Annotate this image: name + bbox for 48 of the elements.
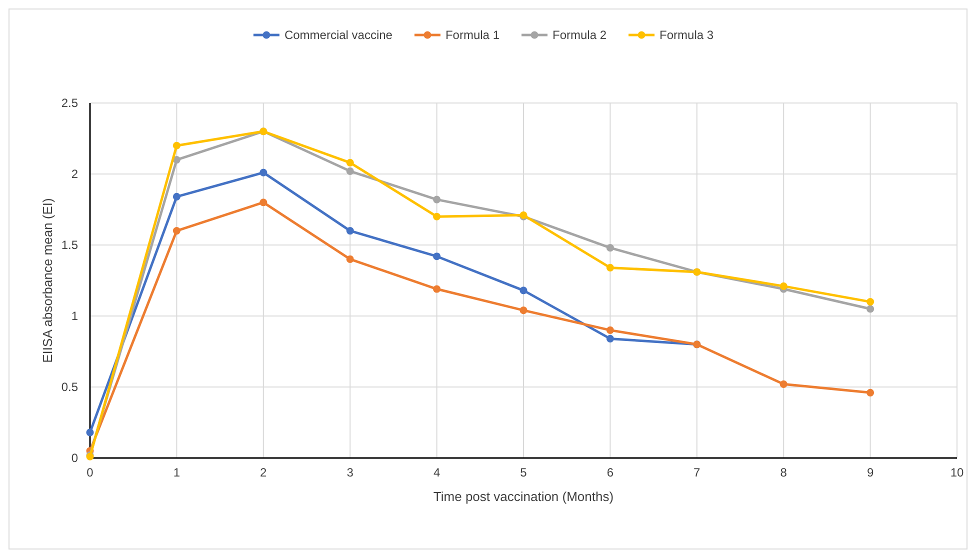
y-axis-title: EIISA absorbance mean (EI) — [40, 198, 55, 363]
x-tick-label: 4 — [433, 466, 440, 480]
point — [433, 196, 441, 204]
x-tick-label: 3 — [346, 466, 354, 480]
x-tick-label: 9 — [866, 466, 874, 480]
y-tick-label: 1 — [71, 308, 78, 323]
x-tick-label: 6 — [606, 466, 614, 480]
point — [520, 306, 528, 314]
point — [866, 388, 874, 396]
point — [346, 255, 354, 263]
point — [86, 428, 94, 436]
point — [606, 264, 614, 272]
legend-label: Formula 1 — [445, 28, 500, 42]
legend-label: Commercial vaccine — [284, 28, 393, 42]
point — [606, 244, 614, 252]
point — [346, 167, 354, 175]
point — [172, 227, 180, 235]
point — [433, 285, 441, 293]
point — [606, 334, 614, 342]
point — [346, 158, 354, 166]
point — [866, 298, 874, 306]
legend-label: Formula 2 — [552, 28, 607, 42]
point — [780, 282, 788, 290]
point — [433, 212, 441, 220]
x-tick-label: 8 — [780, 466, 788, 480]
point — [606, 326, 614, 334]
x-tick-label: 10 — [950, 466, 964, 480]
point — [260, 198, 268, 206]
x-tick-label: 7 — [694, 466, 701, 480]
x-tick-label: 1 — [173, 466, 180, 480]
y-tick-label: 2 — [71, 166, 78, 181]
point — [172, 142, 180, 150]
point — [520, 286, 528, 294]
legend-label: Formula 3 — [660, 28, 714, 42]
point — [866, 305, 874, 313]
point — [346, 227, 354, 235]
point — [780, 380, 788, 388]
y-tick-label: 0 — [71, 450, 78, 465]
y-tick-label: 2.5 — [61, 96, 78, 110]
point — [172, 192, 180, 200]
x-axis-title: Time post vaccination (Months) — [433, 489, 614, 504]
y-tick-label: 1.5 — [61, 238, 78, 252]
point — [260, 168, 268, 176]
y-tick-label: 0.5 — [61, 380, 78, 394]
x-tick-label: 5 — [520, 466, 528, 480]
x-tick-label: 0 — [86, 466, 94, 480]
x-tick-label: 2 — [260, 466, 268, 480]
point — [433, 252, 441, 260]
